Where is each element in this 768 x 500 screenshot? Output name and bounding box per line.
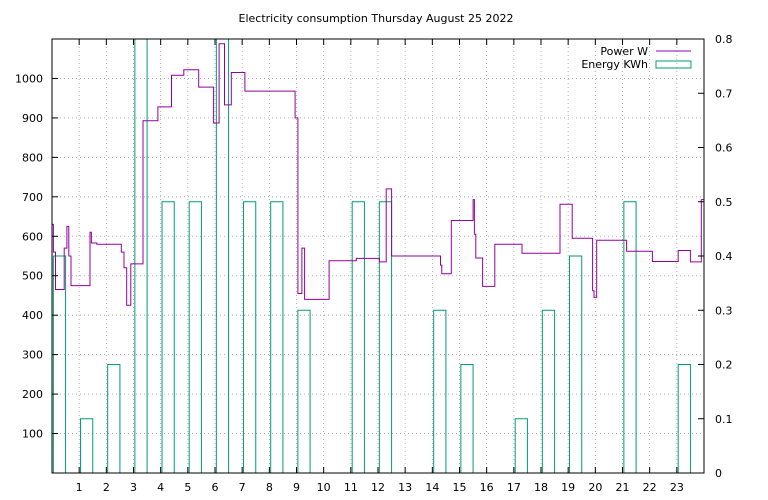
x-tick-label: 13	[398, 481, 412, 494]
energy-box	[134, 38, 148, 474]
legend-label-power: Power W	[600, 45, 648, 58]
x-tick-label: 20	[588, 481, 602, 494]
energy-box	[433, 309, 447, 474]
energy-box	[514, 418, 528, 474]
energy-box	[80, 418, 94, 474]
energy-box	[243, 201, 257, 474]
y2-tick-label: 0.1	[715, 413, 733, 426]
legend-swatch-energy	[655, 60, 692, 69]
energy-box	[161, 201, 175, 474]
x-tick-label: 10	[317, 481, 331, 494]
x-tick-label: 19	[561, 481, 575, 494]
x-tick-label: 17	[507, 481, 521, 494]
y-tick-label: 400	[22, 309, 43, 322]
x-tick-label: 4	[157, 481, 164, 494]
energy-box	[569, 255, 583, 474]
legend-label-energy: Energy KWh	[581, 58, 648, 71]
energy-box	[623, 201, 637, 474]
y2-tick-label: 0.5	[715, 196, 733, 209]
x-tick-label: 21	[616, 481, 630, 494]
x-tick-label: 7	[239, 481, 246, 494]
axis-ticks: 1 2 3 4 5 6 7 8 9 10 11 12 13 14 15 16 17 18 19 20 21 22 23100…	[15, 33, 733, 494]
energy-box	[107, 364, 121, 474]
energy-box	[297, 309, 311, 474]
energy-box	[215, 38, 230, 474]
x-tick-label: 12	[371, 481, 385, 494]
x-tick-label: 14	[425, 481, 439, 494]
energy-boxes	[52, 38, 691, 474]
x-tick-label: 8	[266, 481, 273, 494]
y2-tick-label: 0	[715, 467, 722, 480]
x-tick-label: 3	[130, 481, 137, 494]
legend: Power W Energy KWh	[581, 45, 692, 71]
y2-tick-label: 0.2	[715, 359, 733, 372]
y2-tick-label: 0.3	[715, 304, 733, 317]
y-tick-label: 700	[22, 191, 43, 204]
x-tick-label: 15	[453, 481, 467, 494]
x-tick-label: 23	[670, 481, 684, 494]
x-tick-label: 9	[293, 481, 300, 494]
x-tick-label: 6	[212, 481, 219, 494]
energy-box	[378, 201, 393, 474]
power-line-group	[52, 43, 705, 306]
y-tick-label: 100	[22, 428, 43, 441]
x-tick-label: 5	[184, 481, 191, 494]
energy-box	[460, 364, 474, 474]
x-tick-label: 1	[76, 481, 83, 494]
y2-tick-label: 0.6	[715, 142, 733, 155]
energy-box	[188, 201, 202, 474]
energy-box	[541, 309, 556, 474]
chart-title: Electricity consumption Thursday August …	[239, 12, 514, 25]
energy-box	[677, 364, 691, 474]
y2-tick-label: 0.4	[715, 250, 733, 263]
x-tick-label: 16	[480, 481, 494, 494]
energy-box	[351, 201, 365, 474]
y-tick-label: 500	[22, 270, 43, 283]
y-tick-label: 900	[22, 112, 43, 125]
x-tick-label: 18	[534, 481, 548, 494]
y-tick-label: 300	[22, 349, 43, 362]
y-tick-label: 800	[22, 151, 43, 164]
x-tick-label: 2	[103, 481, 110, 494]
x-tick-label: 11	[344, 481, 358, 494]
y2-tick-label: 0.8	[715, 33, 733, 46]
y-tick-label: 600	[22, 230, 43, 243]
power-line	[52, 43, 705, 306]
x-tick-label: 22	[643, 481, 657, 494]
energy-box	[270, 201, 284, 474]
y2-tick-label: 0.7	[715, 87, 733, 100]
y-tick-label: 200	[22, 388, 43, 401]
y-tick-label: 1000	[15, 72, 43, 85]
grid-lines	[52, 39, 704, 473]
